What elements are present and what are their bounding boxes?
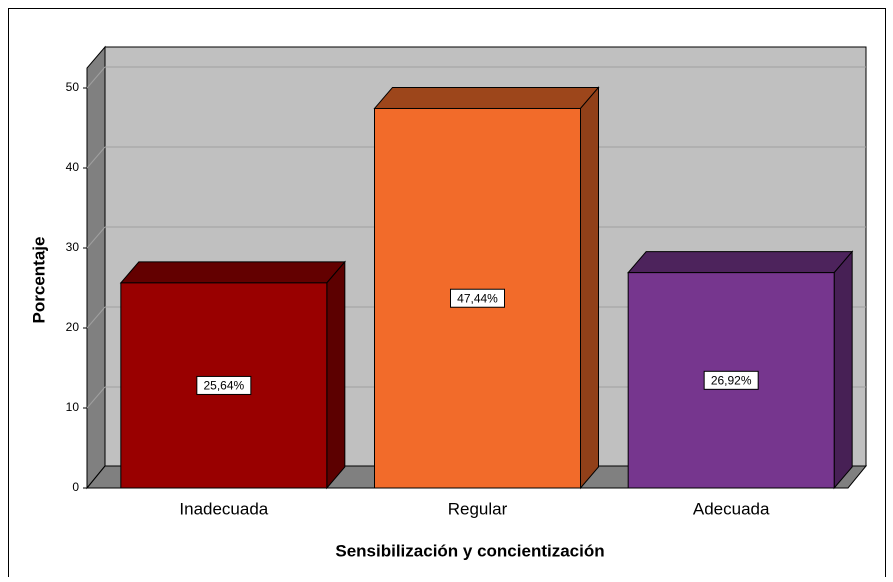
bar-top — [119, 261, 346, 284]
y-tick-label: 40 — [66, 160, 80, 174]
y-tick-label: 50 — [66, 80, 80, 94]
x-axis-title: Sensibilización y concientización — [335, 541, 604, 560]
bar-side — [833, 250, 853, 490]
y-tick-label: 20 — [66, 320, 80, 334]
grid-line — [86, 386, 106, 409]
left-wall — [86, 45, 106, 490]
grid-line — [86, 226, 106, 249]
bar-top — [627, 251, 854, 274]
y-axis-title: Porcentaje — [29, 237, 48, 324]
value-label: 25,64% — [203, 379, 244, 393]
x-tick-label: Inadecuada — [179, 499, 268, 518]
value-label: 47,44% — [457, 291, 498, 305]
value-label: 26,92% — [711, 373, 752, 387]
y-tick-label: 10 — [66, 400, 80, 414]
value-label-box — [450, 288, 505, 308]
bar-top — [373, 86, 600, 109]
value-label-box — [196, 375, 252, 395]
value-label-box — [703, 370, 759, 390]
bar-side — [326, 260, 346, 490]
x-tick-label: Regular — [448, 499, 508, 518]
bar-side — [580, 86, 599, 490]
y-tick-label: 0 — [72, 480, 79, 494]
y-tick-label: 30 — [66, 240, 80, 254]
bar — [627, 272, 835, 489]
x-tick-label: Adecuada — [693, 499, 770, 518]
grid-line — [86, 306, 106, 329]
grid-line — [86, 146, 106, 169]
grid-line — [86, 66, 106, 89]
